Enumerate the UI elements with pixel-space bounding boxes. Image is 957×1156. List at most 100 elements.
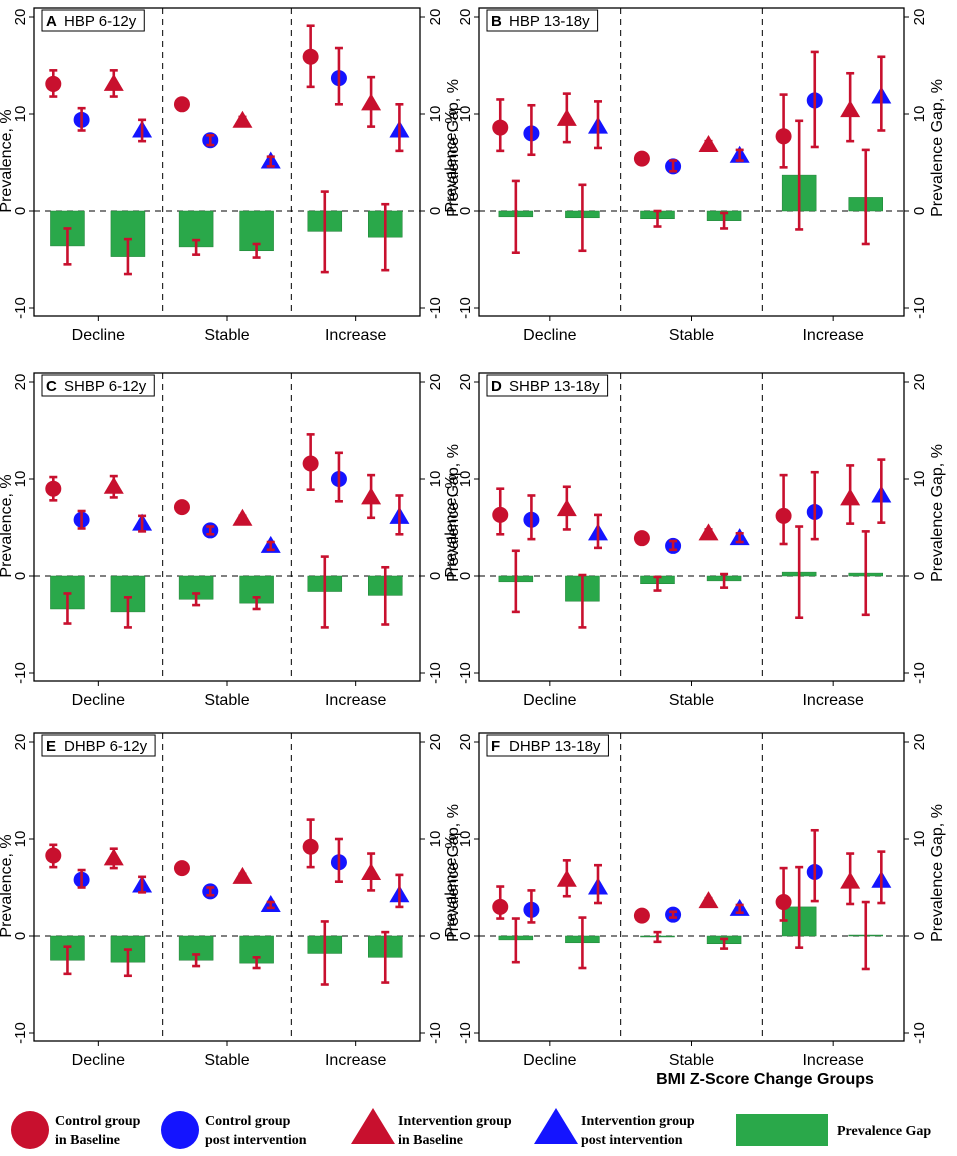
panel-b-ytick-label-left: 0 (457, 207, 474, 215)
panel-d-ytick-label-right: 10 (911, 471, 928, 488)
panel-b-xcat-decline: Decline (523, 327, 576, 344)
panel-d-ytick-label-right: 20 (911, 374, 928, 391)
panel-e-letter: E (46, 738, 56, 755)
panel-b-ytick-label-right: 0 (911, 207, 928, 215)
panel-e-frame (33, 732, 421, 1042)
legend-marker-3 (534, 1108, 578, 1144)
panel-f-ylabel-left: Prevalence, % (443, 834, 460, 937)
panel-e-ytick-label-right: -10 (427, 1022, 444, 1044)
panel-a-letter: A (46, 13, 57, 30)
panel-f-xcat-increase: Increase (802, 1052, 863, 1069)
panel-d-xcat-decline: Decline (523, 692, 576, 709)
panel-f-ytick-label-right: -10 (911, 1022, 928, 1044)
panel-c-ylabel-right: Prevalence Gap, % (445, 444, 462, 582)
panel-f-ytick-label-left: 20 (457, 734, 474, 751)
panel-e-title: DHBP 6-12y (64, 738, 148, 755)
panel-a-ylabel-left: Prevalence, % (0, 109, 15, 212)
panel-f-ytick-label-right: 10 (911, 831, 928, 848)
legend-marker-0 (11, 1111, 49, 1149)
legend-marker-1 (161, 1111, 199, 1149)
panel-c-ytick-label-right: 10 (427, 471, 444, 488)
panel-a-title: HBP 6-12y (64, 13, 137, 30)
panel-b-ytick-label-right: -10 (911, 297, 928, 319)
panel-b-ylabel-right: Prevalence Gap, % (929, 79, 946, 217)
legend-label-3-line2: post intervention (581, 1133, 683, 1148)
panel-d-ytick-label-left: 0 (457, 572, 474, 580)
panel-b-ytick-label-left: 10 (457, 106, 474, 123)
panel-c-ytick-label-left: 20 (12, 374, 29, 391)
legend-marker-2 (351, 1108, 395, 1144)
panel-c-xcat-stable: Stable (204, 692, 249, 709)
panel-e-ytick-label-right: 0 (427, 932, 444, 940)
x-axis-title: BMI Z-Score Change Groups (656, 1071, 874, 1088)
panel-f-frame (478, 732, 905, 1042)
panel-d-ylabel-left: Prevalence, % (443, 474, 460, 577)
panel-b-ytick-label-left: 20 (457, 9, 474, 26)
panel-f-ytick-label-left: 10 (457, 831, 474, 848)
panel-e-ylabel-right: Prevalence Gap, % (445, 804, 462, 942)
panel-a-ytick-label-left: 0 (12, 207, 29, 215)
panel-b-title: HBP 13-18y (509, 13, 590, 30)
panel-b-xcat-stable: Stable (669, 327, 714, 344)
panel-b-ytick-label-right: 20 (911, 9, 928, 26)
panel-d-frame (478, 372, 905, 682)
panel-d-ytick-label-left: 10 (457, 471, 474, 488)
panel-f-ytick-label-left: -10 (457, 1022, 474, 1044)
panel-c-ytick-label-left: 10 (12, 471, 29, 488)
panel-e-ytick-label-left: 0 (12, 932, 29, 940)
panel-a-title-box (41, 9, 145, 32)
panel-e-ytick-label-left: 10 (12, 831, 29, 848)
legend-label-1-line1: Control group (205, 1114, 291, 1129)
legend-label-4-line1: Prevalence Gap (837, 1124, 931, 1139)
panel-b-frame (478, 7, 905, 317)
panel-a-ytick-label-right: 10 (427, 106, 444, 123)
panel-e-ytick-label-left: -10 (12, 1022, 29, 1044)
panel-f-title: DHBP 13-18y (509, 738, 601, 755)
panel-c-title-box (41, 374, 155, 397)
panel-e-xcat-increase: Increase (325, 1052, 386, 1069)
panel-a-xcat-increase: Increase (325, 327, 386, 344)
panel-c-ytick-label-right: -10 (427, 662, 444, 684)
panel-d-xcat-increase: Increase (802, 692, 863, 709)
panel-c-ytick-label-right: 0 (427, 572, 444, 580)
panel-a-ytick-label-right: 0 (427, 207, 444, 215)
panel-a-ytick-label-right: -10 (427, 297, 444, 319)
legend-label-0-line1: Control group (55, 1114, 141, 1129)
panel-e-xcat-stable: Stable (204, 1052, 249, 1069)
panel-f-ylabel-right: Prevalence Gap, % (929, 804, 946, 942)
panel-b-ytick-label-right: 10 (911, 106, 928, 123)
panel-e-ytick-label-right: 20 (427, 734, 444, 751)
panel-d-ylabel-right: Prevalence Gap, % (929, 444, 946, 582)
panel-a-ytick-label-left: 10 (12, 106, 29, 123)
panel-c-ytick-label-left: -10 (12, 662, 29, 684)
panel-d-ytick-label-left: -10 (457, 662, 474, 684)
panel-e-title-box (41, 734, 156, 757)
panel-f-ytick-label-left: 0 (457, 932, 474, 940)
panel-f-xcat-stable: Stable (669, 1052, 714, 1069)
panel-f-xcat-decline: Decline (523, 1052, 576, 1069)
panel-a-xcat-decline: Decline (72, 327, 125, 344)
panel-c-letter: C (46, 378, 57, 395)
legend-label-1-line2: post intervention (205, 1133, 307, 1148)
panel-e-ytick-label-left: 20 (12, 734, 29, 751)
panel-a-frame (33, 7, 421, 317)
panel-b-letter: B (491, 13, 502, 30)
legend: Control group in Baseline Control group pos… (11, 1108, 931, 1149)
panel-a-ytick-label-left: 20 (12, 9, 29, 26)
panel-b-xcat-increase: Increase (802, 327, 863, 344)
panel-a-xcat-stable: Stable (204, 327, 249, 344)
panel-c-frame (33, 372, 421, 682)
legend-label-2-line1: Intervention group (398, 1114, 512, 1129)
panel-d-ytick-label-left: 20 (457, 374, 474, 391)
panel-d-title-box (486, 374, 609, 397)
panel-b-title-box (486, 9, 599, 32)
panel-f-title-box (486, 734, 609, 757)
panel-c-ytick-label-right: 20 (427, 374, 444, 391)
